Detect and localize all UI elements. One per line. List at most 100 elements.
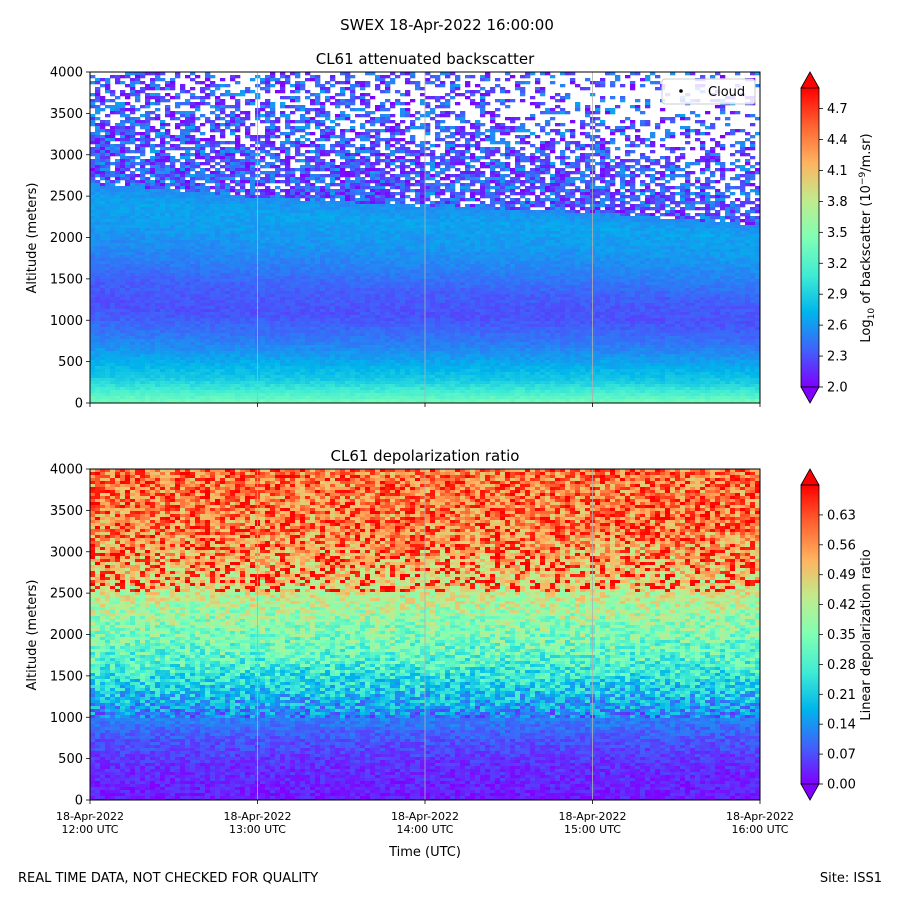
heatmap-cell [155, 159, 161, 163]
heatmap-cell [210, 372, 216, 376]
heatmap-cell [235, 273, 241, 277]
heatmap-cell [265, 354, 271, 358]
heatmap-cell [235, 399, 241, 403]
heatmap-cell [320, 288, 326, 292]
heatmap-cell [190, 318, 196, 322]
heatmap-cell [95, 375, 101, 379]
heatmap-cell [220, 261, 226, 265]
heatmap-cell [215, 114, 221, 118]
heatmap-cell [320, 213, 326, 217]
heatmap-cell [270, 381, 276, 385]
heatmap-cell [235, 306, 241, 310]
heatmap-cell [105, 171, 111, 175]
heatmap-cell [100, 339, 106, 343]
heatmap-cell [325, 165, 331, 169]
heatmap-cell [280, 330, 286, 334]
heatmap-cell [300, 309, 306, 313]
heatmap-cell [250, 192, 256, 196]
heatmap-cell [140, 186, 146, 190]
heatmap-cell [225, 270, 231, 274]
heatmap-cell [140, 162, 146, 166]
heatmap-cell [105, 138, 111, 142]
heatmap-cell [325, 375, 331, 379]
heatmap-cell [100, 357, 106, 361]
heatmap-cell [245, 333, 251, 337]
heatmap-cell [340, 267, 346, 271]
heatmap-cell [195, 372, 201, 376]
heatmap-cell [290, 258, 296, 262]
heatmap-cell [320, 339, 326, 343]
heatmap-cell [160, 231, 166, 235]
heatmap-cell [135, 390, 141, 394]
heatmap-cell [245, 315, 251, 319]
heatmap-cell [280, 390, 286, 394]
heatmap-cell [90, 291, 96, 295]
heatmap-cell [300, 225, 306, 229]
heatmap-cell [110, 75, 116, 79]
heatmap-cell [200, 183, 206, 187]
heatmap-cell [160, 147, 166, 151]
heatmap-cell [95, 141, 101, 145]
heatmap-cell [145, 282, 151, 286]
heatmap-cell [325, 393, 331, 397]
heatmap-cell [135, 282, 141, 286]
heatmap-cell [285, 261, 291, 265]
heatmap-cell [185, 204, 191, 208]
heatmap-cell [310, 381, 316, 385]
heatmap-cell [115, 108, 121, 112]
heatmap-cell [160, 141, 166, 145]
heatmap-cell [335, 384, 341, 388]
heatmap-cell [150, 192, 156, 196]
heatmap-cell [165, 147, 171, 151]
heatmap-cell [315, 255, 321, 259]
heatmap-cell [90, 243, 96, 247]
heatmap-cell [235, 108, 241, 112]
heatmap-cell [305, 342, 311, 346]
heatmap-cell [160, 249, 166, 253]
heatmap-cell [155, 87, 161, 91]
heatmap-cell [335, 315, 341, 319]
heatmap-cell [275, 273, 281, 277]
heatmap-cell [105, 294, 111, 298]
heatmap-cell [120, 141, 126, 145]
heatmap-cell [295, 129, 301, 133]
heatmap-cell [185, 207, 191, 211]
heatmap-cell [170, 81, 176, 85]
heatmap-cell [270, 279, 276, 283]
heatmap-cell [270, 201, 276, 205]
heatmap-cell [105, 345, 111, 349]
heatmap-cell [310, 303, 316, 307]
heatmap-cell [155, 201, 161, 205]
heatmap-cell [140, 195, 146, 199]
heatmap-cell [220, 255, 226, 259]
heatmap-cell [295, 294, 301, 298]
heatmap-cell [165, 105, 171, 109]
heatmap-cell [110, 135, 116, 139]
heatmap-cell [210, 81, 216, 85]
heatmap-cell [120, 219, 126, 223]
heatmap-cell [240, 123, 246, 127]
heatmap-cell [185, 270, 191, 274]
heatmap-cell [110, 369, 116, 373]
heatmap-cell [330, 219, 336, 223]
heatmap-cell [190, 402, 196, 403]
heatmap-cell [220, 315, 226, 319]
heatmap-cell [195, 216, 201, 220]
heatmap-cell [270, 342, 276, 346]
heatmap-cell [210, 192, 216, 196]
heatmap-cell [115, 225, 121, 229]
heatmap-cell [150, 303, 156, 307]
heatmap-cell [340, 174, 346, 178]
heatmap-cell [315, 372, 321, 376]
heatmap-cell [165, 129, 171, 133]
heatmap-cell [200, 87, 206, 91]
heatmap-cell [90, 114, 96, 118]
heatmap-cell [310, 279, 316, 283]
heatmap-cell [280, 282, 286, 286]
heatmap-cell [120, 303, 126, 307]
heatmap-cell [290, 99, 296, 103]
heatmap-cell [140, 300, 146, 304]
heatmap-cell [225, 84, 231, 88]
heatmap-cell [345, 321, 351, 325]
heatmap-cell [235, 324, 241, 328]
